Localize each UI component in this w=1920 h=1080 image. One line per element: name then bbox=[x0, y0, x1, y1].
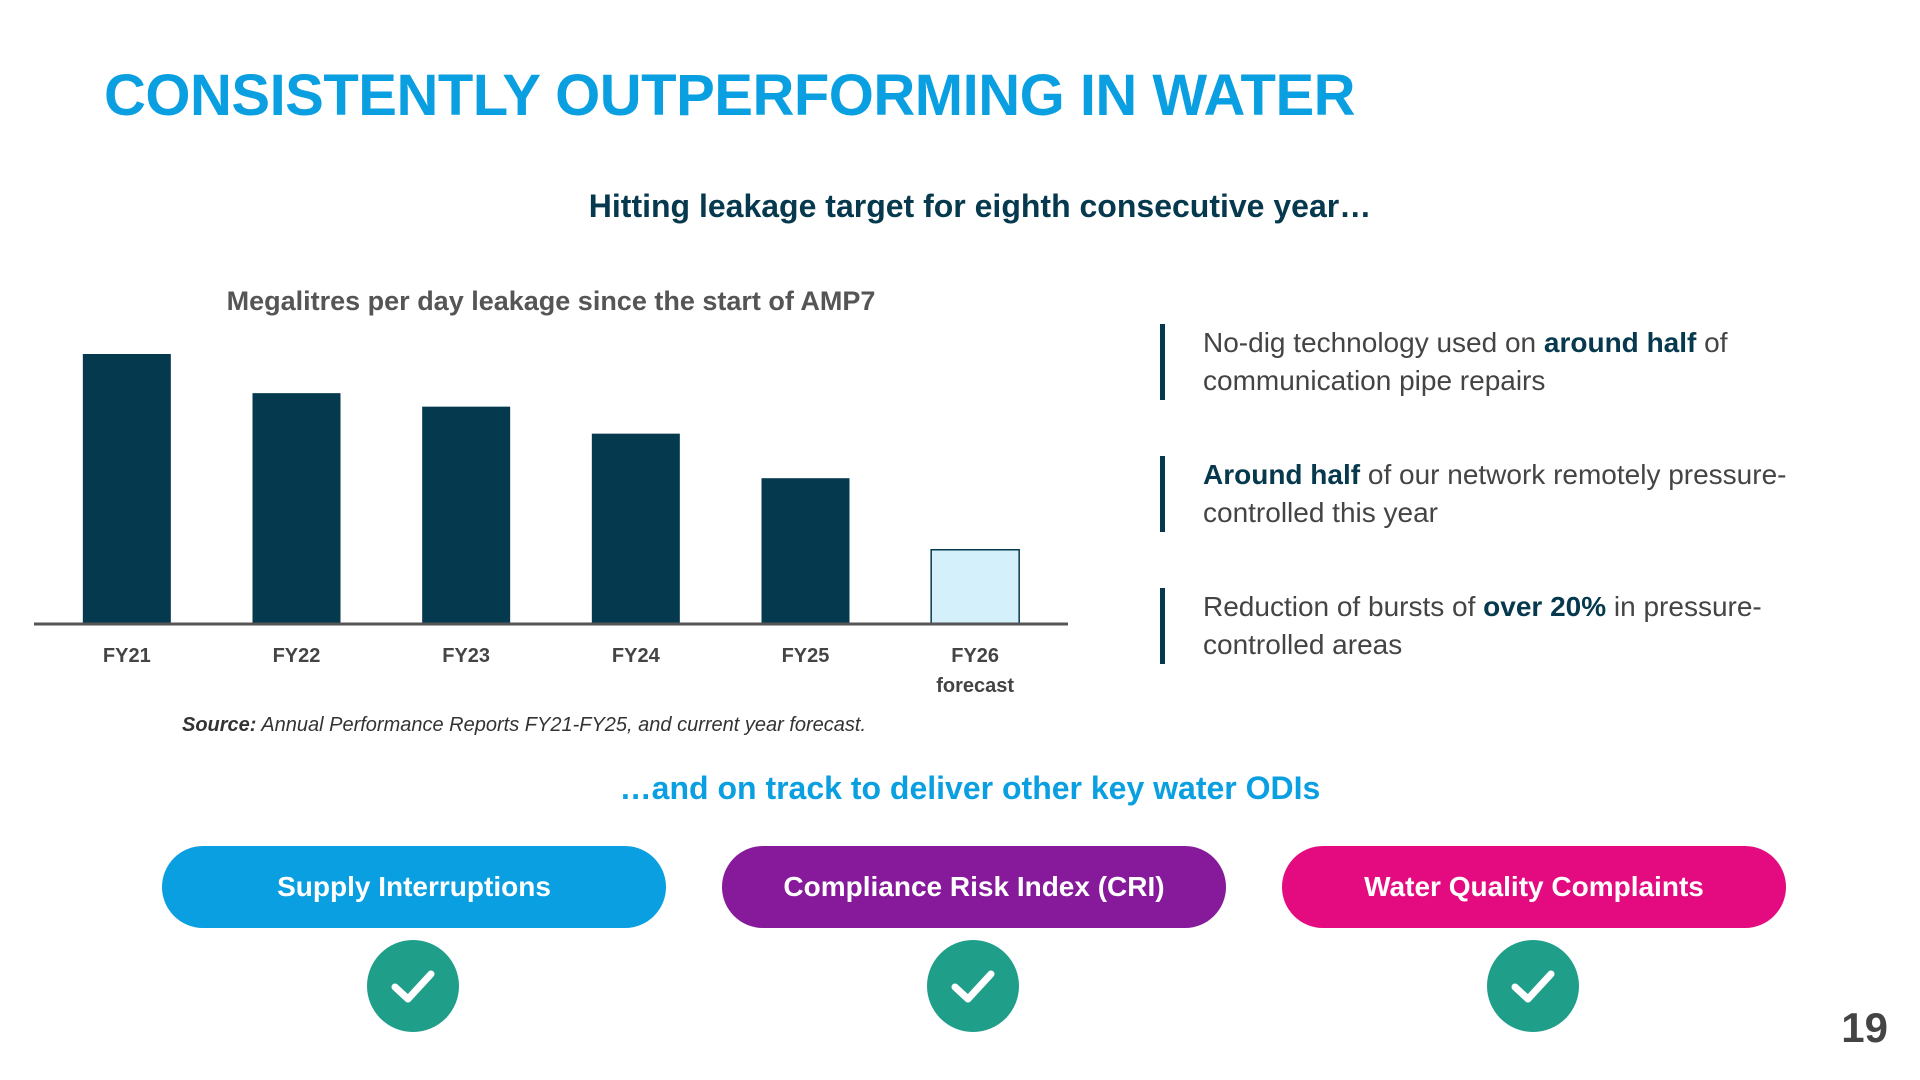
bullet-text: in pressure-controlled areas bbox=[1203, 591, 1762, 660]
bullet-text: of our network remotely pressure-control… bbox=[1203, 459, 1787, 528]
source-note: Source: Annual Performance Reports FY21-… bbox=[182, 714, 866, 737]
x-tick-label: FY24 bbox=[612, 645, 661, 667]
section-subtitle: Hitting leakage target for eighth consec… bbox=[588, 188, 1372, 224]
page-title: CONSISTENTLY OUTPERFORMING IN WATER bbox=[104, 63, 1356, 128]
bar-fy23 bbox=[422, 406, 511, 624]
bar-fy24 bbox=[591, 433, 680, 624]
check-icon bbox=[1487, 940, 1579, 1032]
odi-pill-water-quality-complaints: Water Quality Complaints bbox=[1282, 846, 1786, 928]
chart-title: Megalitres per day leakage since the sta… bbox=[226, 286, 876, 316]
bullet-burst-reduction: Reduction of bursts of over 20% in press… bbox=[1160, 588, 1883, 664]
x-tick-label: FY22 bbox=[273, 645, 321, 667]
odi-heading: …and on track to deliver other key water… bbox=[619, 770, 1321, 806]
bar-fy25 bbox=[761, 478, 850, 624]
x-tick-label: FY21 bbox=[103, 645, 151, 667]
bullet-text: No-dig technology used on bbox=[1203, 327, 1544, 358]
x-tick-label: FY25 bbox=[782, 645, 830, 667]
bullet-pressure-control: Around half of our network remotely pres… bbox=[1160, 456, 1883, 532]
source-label: Source: bbox=[182, 714, 257, 736]
bar-fy21 bbox=[82, 354, 171, 624]
bullet-no-dig: No-dig technology used on around half of… bbox=[1160, 324, 1883, 400]
bullet-emphasis: Around half bbox=[1203, 459, 1361, 490]
page-number: 19 bbox=[1841, 1004, 1888, 1051]
leakage-bar-chart: FY21 FY22 FY23 FY24 FY25 FY26 forecast bbox=[34, 354, 1068, 697]
odi-pill-supply-interruptions: Supply Interruptions bbox=[162, 846, 666, 928]
bullet-text: Reduction of bursts of bbox=[1203, 591, 1484, 622]
check-icon bbox=[367, 940, 459, 1032]
odi-pill-compliance-risk-index: Compliance Risk Index (CRI) bbox=[722, 846, 1226, 928]
bullet-text: of communication pipe repairs bbox=[1203, 327, 1728, 396]
x-tick-sublabel: forecast bbox=[936, 675, 1014, 697]
bullet-emphasis: around half bbox=[1543, 327, 1697, 358]
source-text: Annual Performance Reports FY21-FY25, an… bbox=[261, 714, 867, 736]
x-tick-label: FY26 bbox=[951, 645, 999, 667]
check-icon bbox=[927, 940, 1019, 1032]
x-tick-label: FY23 bbox=[442, 645, 490, 667]
bullet-emphasis: over 20% bbox=[1483, 591, 1607, 622]
bar-fy22 bbox=[252, 393, 341, 624]
bar-fy26 bbox=[930, 549, 1020, 625]
